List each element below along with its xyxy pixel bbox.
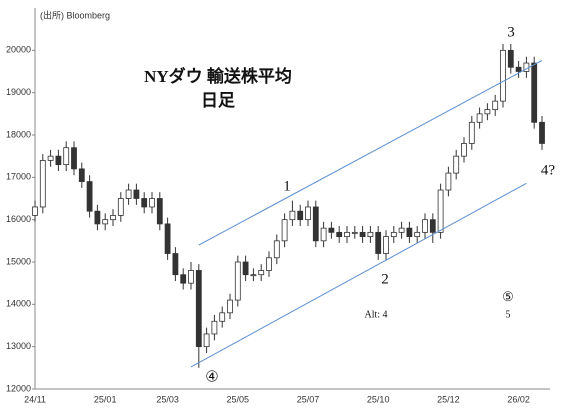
trend-line: [198, 60, 543, 246]
candle-body: [102, 219, 109, 225]
candle-body: [305, 206, 311, 221]
candle-body: [47, 155, 54, 161]
y-tick-label: 13000: [6, 341, 31, 351]
candle-body: [133, 189, 140, 199]
x-tick-label: 25/03: [156, 394, 179, 404]
candle-body: [219, 312, 226, 322]
candle-body: [336, 231, 343, 238]
candle-body: [500, 49, 506, 102]
candle-body: [507, 49, 514, 68]
x-tick-label: 25/01: [94, 394, 117, 404]
y-tick-label: 17000: [6, 172, 31, 182]
candle-body: [375, 231, 382, 254]
candle-body: [94, 210, 101, 225]
y-tick-label: 12000: [6, 383, 31, 393]
candle-body: [78, 168, 85, 182]
candle-body: [344, 231, 350, 238]
candle-body: [86, 181, 93, 212]
candle-body: [453, 155, 460, 174]
annotation: 5: [506, 309, 511, 320]
candle-body: [422, 219, 428, 233]
candle-body: [172, 253, 179, 276]
source: (出所) Bloomberg: [40, 9, 110, 20]
candle-body: [156, 198, 163, 225]
candle-body: [320, 227, 327, 242]
candle-body: [203, 333, 210, 348]
candle-body: [484, 109, 491, 115]
candle-body: [328, 227, 335, 233]
annotation: 1: [283, 178, 291, 194]
candle-body: [242, 261, 249, 276]
candle-body: [531, 62, 538, 123]
candle-body: [188, 270, 194, 284]
annotation: 2: [381, 271, 389, 287]
candle-body: [476, 113, 483, 123]
candle-body: [211, 320, 218, 335]
x-tick-label: 25/10: [367, 394, 390, 404]
candle-body: [32, 206, 38, 216]
x-tick-label: 25/12: [437, 394, 460, 404]
x-tick-label: 24/11: [24, 394, 46, 404]
candle-body: [149, 198, 155, 208]
annotation: ④: [205, 369, 218, 385]
candle-body: [63, 147, 70, 166]
candle-body: [110, 215, 116, 221]
annotation: Alt: 4: [364, 309, 387, 320]
candle-body: [429, 219, 436, 233]
candle-body: [273, 240, 280, 259]
candle-body: [445, 172, 452, 191]
candle-body: [141, 198, 148, 208]
candle-body: [390, 231, 397, 238]
candle-body: [227, 299, 233, 314]
candle-body: [234, 261, 241, 301]
candle-body: [367, 231, 374, 238]
chart-title: NYダウ 輸送株平均: [144, 66, 292, 86]
x-tick-label: 26/02: [507, 394, 530, 404]
candle-body: [398, 227, 405, 233]
candle-body: [266, 257, 272, 271]
candle-body: [312, 206, 319, 242]
candle-body: [180, 274, 187, 284]
candle-body: [55, 155, 62, 166]
candle-body: [289, 210, 296, 221]
candle-body: [539, 121, 545, 144]
candle-body: [297, 210, 304, 221]
candle-body: [195, 270, 202, 348]
candle-body: [39, 159, 46, 208]
candle-body: [468, 121, 475, 144]
candle-body: [281, 219, 288, 242]
y-tick-label: 16000: [6, 214, 31, 224]
candle-body: [164, 223, 171, 254]
candle-body: [125, 189, 132, 199]
candle-body: [117, 198, 124, 216]
candle-body: [515, 66, 522, 72]
y-tick-label: 20000: [6, 45, 31, 55]
x-tick-label: 25/05: [227, 394, 250, 404]
candle-body: [351, 231, 358, 234]
candle-body: [258, 270, 265, 276]
candle-body: [250, 274, 257, 277]
annotation: 3: [507, 24, 515, 40]
y-tick-label: 14000: [6, 299, 31, 309]
candle-body: [492, 100, 499, 110]
y-tick-label: 15000: [6, 256, 31, 266]
annotation: ⑤: [502, 289, 514, 304]
chart-subtitle: 日足: [201, 91, 235, 110]
y-tick-label: 19000: [6, 87, 31, 97]
candle-body: [359, 231, 366, 238]
candle-body: [461, 143, 467, 157]
candle-body: [383, 236, 389, 254]
candle-body: [406, 227, 413, 237]
candle-body: [437, 189, 444, 233]
candle-body: [71, 147, 77, 170]
trend-line: [190, 182, 527, 368]
annotation: 4?: [541, 162, 556, 178]
x-tick-label: 25/07: [297, 394, 320, 404]
candle-body: [414, 231, 421, 238]
y-tick-label: 18000: [6, 129, 31, 139]
